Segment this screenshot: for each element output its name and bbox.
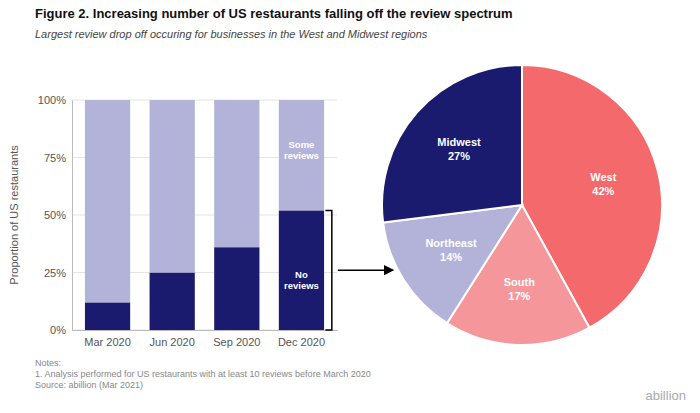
pie-labels: West 42% South 17% Northeast 14% Midwest 27% (425, 136, 616, 302)
arrow (338, 269, 393, 271)
x-tick: Dec 2020 (278, 336, 325, 348)
chart-svg: Figure 2. Increasing number of US restau… (0, 0, 700, 413)
pie-value-label: 14% (440, 251, 462, 263)
pie-slice (383, 205, 522, 323)
x-axis: Mar 2020 Jun 2020 Sep 2020 Dec 2020 (73, 331, 338, 348)
y-tick: 50% (44, 209, 72, 221)
text-line: 1. Analysis performed for US restaurants… (35, 369, 371, 379)
text-line: Some (289, 139, 315, 150)
bars (85, 100, 324, 330)
series-label: Noreviews (284, 269, 319, 291)
y-tick-label: 100% (38, 94, 66, 106)
x-tick: Sep 2020 (213, 336, 260, 348)
logo: abillion (646, 388, 686, 403)
subtitle: Largest review drop off occuring for bus… (35, 28, 428, 40)
text-line: Source: abillion (Mar 2021) (35, 380, 143, 390)
pie-category-label: West (590, 171, 616, 183)
bar-series (85, 100, 324, 302)
series-label: Somereviews (284, 139, 319, 161)
text-line: reviews (284, 280, 319, 291)
bracket-line (325, 210, 331, 330)
x-axis-line (73, 330, 338, 331)
pie-category-label: South (504, 276, 535, 288)
y-axis-title: Proportion of US restaurants (8, 145, 20, 285)
bar (214, 100, 259, 247)
y-axis-line (72, 101, 73, 331)
y-tick-label: 25% (44, 267, 66, 279)
x-tick-label: Sep 2020 (213, 336, 260, 348)
x-tick-label: Jun 2020 (150, 336, 195, 348)
grid (72, 100, 337, 330)
text-line: No (295, 269, 308, 280)
series-labels: NoreviewsSomereviews (284, 139, 319, 291)
pie-category-label: Northeast (425, 237, 477, 249)
y-tick: 0% (50, 324, 72, 336)
bar (279, 210, 324, 330)
bar (85, 100, 130, 302)
title: Figure 2. Increasing number of US restau… (35, 6, 513, 21)
y-tick: 100% (38, 94, 72, 106)
bar (85, 302, 130, 330)
y-tick-label: 50% (44, 209, 66, 221)
y-tick-label: 0% (50, 324, 66, 336)
x-tick-label: Dec 2020 (278, 336, 325, 348)
y-tick: 75% (44, 152, 72, 164)
bracket (325, 210, 331, 330)
pie-category-label: Midwest (437, 136, 481, 148)
bar (279, 100, 324, 210)
x-tick: Jun 2020 (150, 336, 195, 348)
notes: Notes:1. Analysis performed for US resta… (35, 358, 371, 390)
x-tick-label: Mar 2020 (84, 336, 130, 348)
pie-value-label: 27% (448, 150, 470, 162)
pie: West 42% South 17% Northeast 14% Midwest 27% (382, 65, 662, 345)
bar (214, 247, 259, 330)
text-line: Notes: (35, 358, 61, 368)
bar (150, 100, 195, 273)
bar (150, 273, 195, 331)
pie-slice (382, 65, 522, 223)
y-axis: 0% 25% 50% 75% 100% (38, 94, 73, 336)
x-tick: Mar 2020 (84, 336, 130, 348)
pie-value-label: 17% (508, 290, 530, 302)
y-tick: 25% (44, 267, 72, 279)
text-line: reviews (284, 150, 319, 161)
y-tick-label: 75% (44, 152, 66, 164)
pie-value-label: 42% (592, 185, 614, 197)
